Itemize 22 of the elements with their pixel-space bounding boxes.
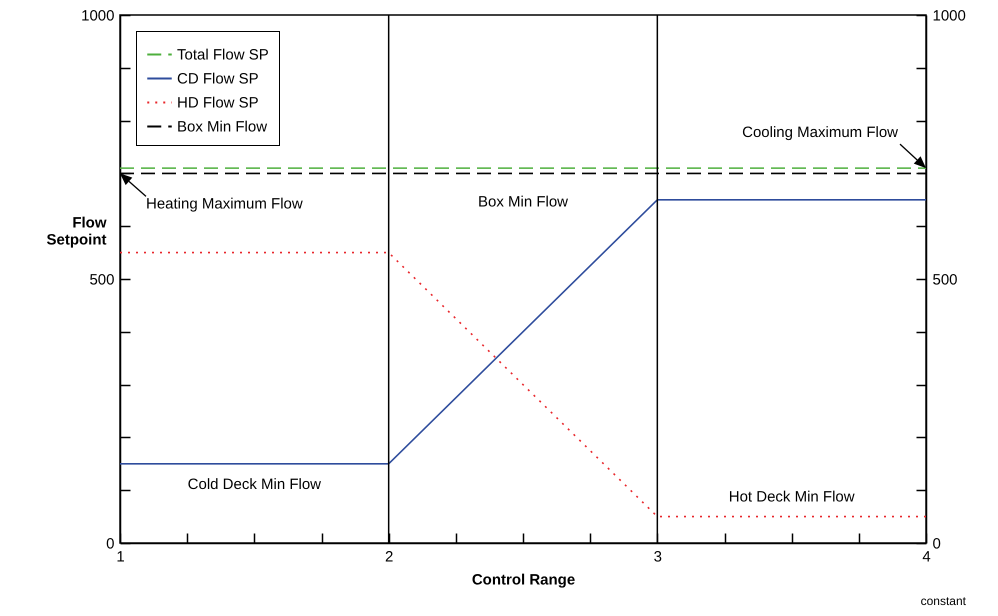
x-axis-title: Control Range	[472, 572, 576, 588]
y-tick-label: 0	[106, 536, 114, 552]
x-tick-label: 3	[654, 548, 662, 566]
x-tick-label: 1	[116, 548, 125, 566]
annotation: Box Min Flow	[478, 193, 568, 210]
y-axis-title: Flow Setpoint	[46, 214, 107, 248]
annotation: Hot Deck Min Flow	[728, 488, 855, 506]
x-tick-label: 2	[384, 548, 394, 566]
annotation: Heating Maximum Flow	[146, 195, 303, 212]
y-tick-label: 500	[89, 272, 114, 288]
legend-label: CD Flow SP	[177, 70, 259, 88]
annotation: Cold Deck Min Flow	[188, 476, 322, 493]
y2-tick-label: 1000	[932, 8, 966, 24]
y2-tick-label: 0	[932, 536, 941, 552]
x-tick-label: 4	[922, 548, 931, 566]
legend-label: Box Min Flow	[177, 118, 268, 136]
text: constant	[920, 594, 967, 608]
y-tick-label: 1000	[81, 8, 114, 24]
legend-label: Total Flow SP	[177, 46, 269, 64]
annotation: Cooling Maximum Flow	[742, 124, 898, 142]
y2-tick-label: 500	[932, 272, 958, 288]
legend-label: HD Flow SP	[177, 94, 259, 112]
